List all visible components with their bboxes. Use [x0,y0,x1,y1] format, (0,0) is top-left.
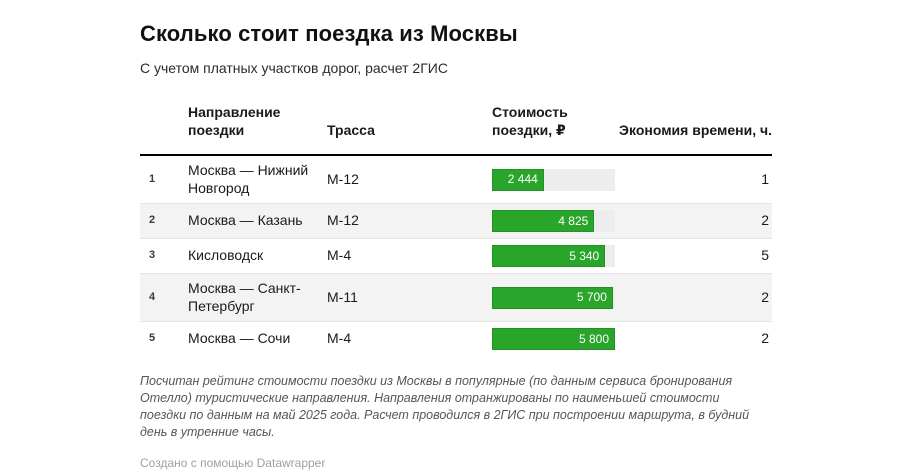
row-cost-cell: 5 700 [492,281,618,315]
table-header-row: Направление поездки Трасса Стоимость пое… [140,98,772,156]
cost-bar: 5 800 [492,328,615,350]
row-cost-cell: 2 444 [492,163,618,197]
chart-notes: Посчитан рейтинг стоимости поездки из Мо… [140,374,750,439]
row-direction: Кисловодск [188,247,264,264]
chart-container: Сколько стоит поездка из Москвы С учетом… [140,0,772,472]
cost-bar: 5 700 [492,286,613,309]
cost-bar-value: 2 444 [507,172,538,186]
table-row: 1 Москва — Нижний Новгород М-12 2 444 1 [140,156,772,203]
row-highway: М-12 [327,212,359,229]
row-rank: 2 [149,214,156,227]
row-direction: Москва — Казань [188,212,303,229]
row-economy: 2 [761,288,769,305]
table-row: 4 Москва — Санкт-Петербург М-11 5 700 2 [140,273,772,321]
row-rank: 1 [149,172,156,185]
column-header-economy: Экономия времени, ч. [619,121,772,138]
column-header-cost: Стоимость поездки, ₽ [492,104,568,138]
row-highway: М-4 [327,330,352,347]
row-cost-cell: 4 825 [492,204,618,238]
column-header-direction: Направление поездки [188,104,281,138]
row-highway: М-11 [327,288,358,305]
datawrapper-attribution-link[interactable]: Создано с помощью Datawrapper [140,455,326,470]
cost-bar-value: 5 800 [578,331,609,346]
row-cost-cell: 5 800 [492,322,618,356]
table-row: 5 Москва — Сочи М-4 5 800 2 [140,321,772,356]
cost-bar-value: 5 340 [569,248,600,263]
cost-bar-track: 4 825 [492,210,615,232]
cost-bar: 5 340 [492,245,606,267]
cost-table: Направление поездки Трасса Стоимость пое… [140,98,772,356]
page-subtitle: С учетом платных участков дорог, расчет … [140,60,448,76]
row-highway: М-12 [327,170,359,187]
row-rank: 4 [149,290,156,303]
row-cost-cell: 5 340 [492,239,618,273]
cost-bar: 4 825 [492,210,595,232]
row-economy: 1 [761,170,769,187]
cost-bar-track: 5 340 [492,245,615,267]
cost-bar-track: 2 444 [492,168,615,191]
cost-bar-value: 4 825 [558,213,589,228]
page-title: Сколько стоит поездка из Москвы [140,21,518,46]
row-economy: 2 [761,212,769,229]
row-direction: Москва — Сочи [188,330,291,347]
table-row: 2 Москва — Казань М-12 4 825 2 [140,203,772,238]
row-rank: 3 [149,249,156,262]
row-highway: М-4 [327,247,352,264]
cost-bar: 2 444 [492,168,544,191]
row-direction: Москва — Нижний Новгород [188,162,309,196]
cost-bar-value: 5 700 [576,290,607,304]
cost-bar-track: 5 800 [492,328,615,350]
row-rank: 5 [149,332,156,345]
row-economy: 5 [761,247,769,264]
row-economy: 2 [761,330,769,347]
column-header-rank [140,133,188,145]
column-header-highway: Трасса [327,121,375,138]
table-row: 3 Кисловодск М-4 5 340 5 [140,238,772,273]
row-direction: Москва — Санкт-Петербург [188,280,301,314]
cost-bar-track: 5 700 [492,286,615,309]
